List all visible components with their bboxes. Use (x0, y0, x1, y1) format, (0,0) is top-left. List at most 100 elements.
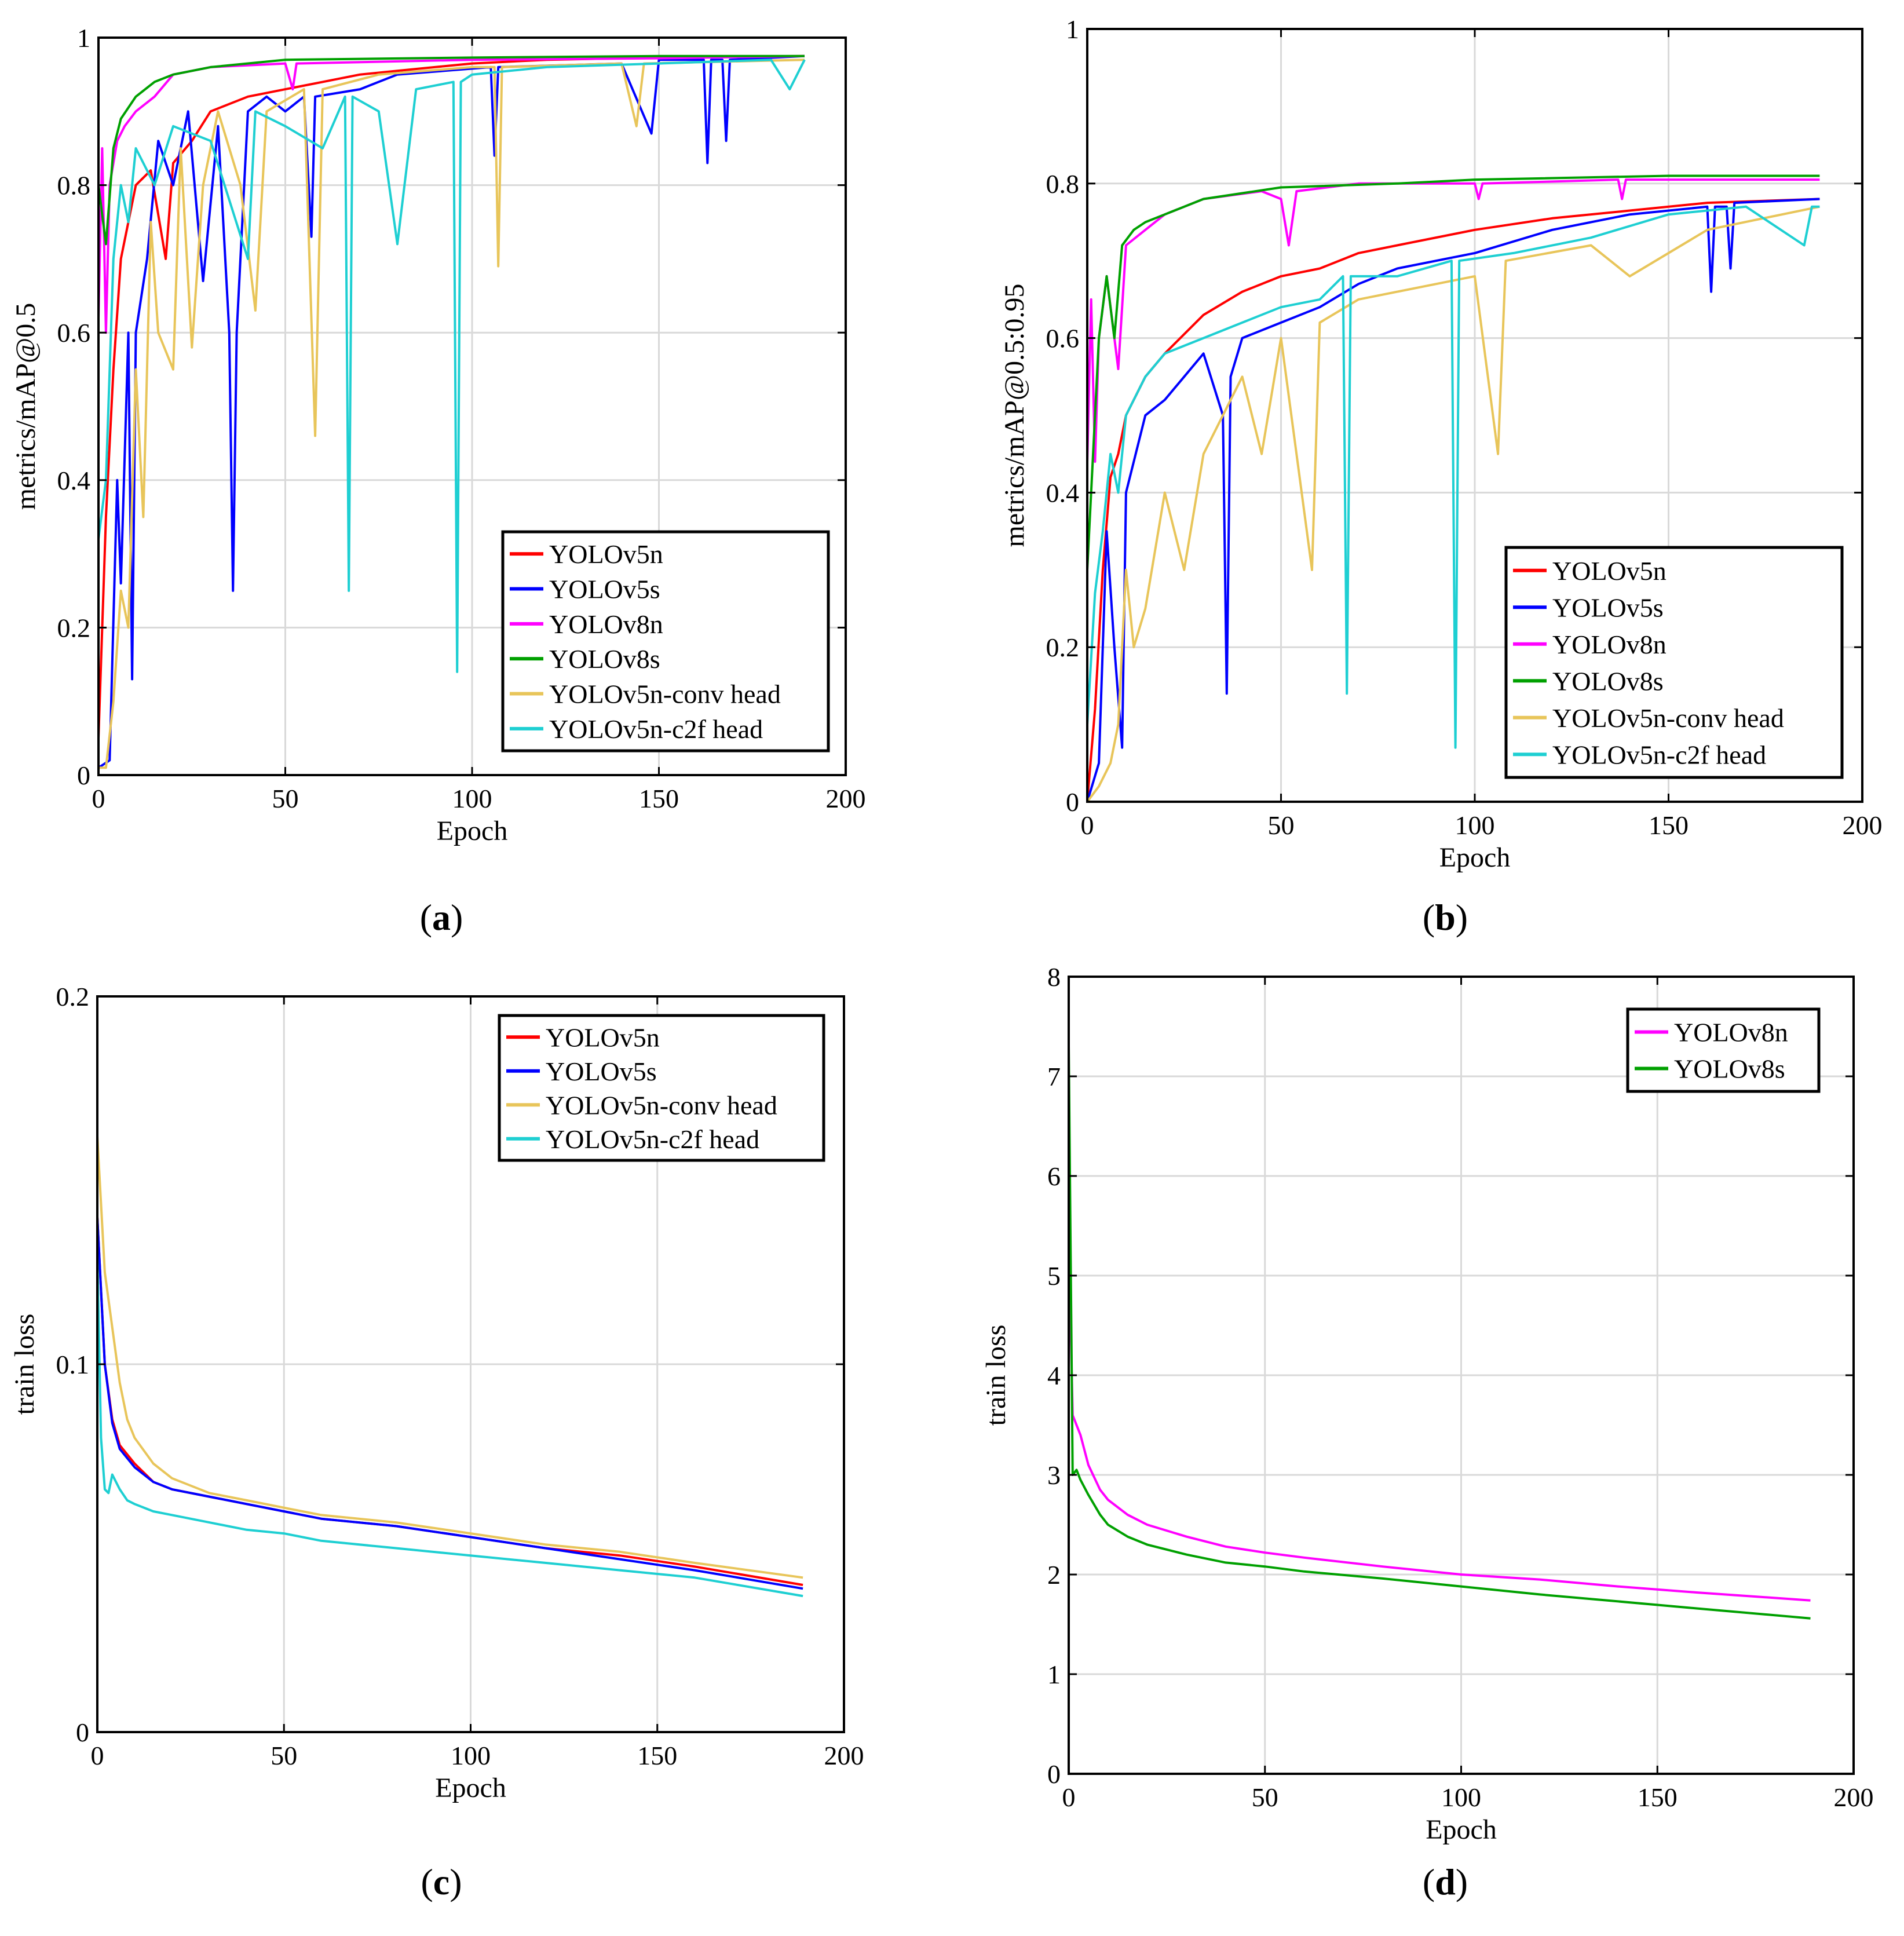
y-tick-label: 0 (76, 1718, 89, 1747)
y-tick-label: 0.6 (57, 318, 91, 348)
x-axis-label: Epoch (437, 816, 508, 846)
legend-label: YOLOv8n (1552, 630, 1667, 659)
legend-box (1504, 546, 1844, 779)
y-tick-label: 0.4 (1046, 478, 1080, 507)
series-line-yolov5n-c2f-head (97, 59, 806, 673)
y-axis-label: train loss (9, 1314, 40, 1415)
y-tick-label: 0.2 (1046, 633, 1080, 662)
panel-caption: (c) (421, 1861, 462, 1902)
y-tick-label: 8 (1047, 962, 1061, 992)
y-axis-label: metrics/mAP@0.5 (10, 303, 41, 510)
series-line-yolov5n-conv-head (1086, 205, 1820, 803)
y-tick-label: 0.4 (57, 466, 91, 495)
legend-label: YOLOv5s (1552, 593, 1664, 622)
y-tick-label: 4 (1047, 1361, 1061, 1390)
y-tick-label: 1 (1066, 14, 1079, 44)
y-axis-label: metrics/mAP@0.5:0.95 (999, 284, 1030, 547)
legend-label: YOLOv5n-c2f head (549, 714, 763, 744)
y-tick-label: 3 (1047, 1460, 1061, 1490)
series-line-yolov8s (1086, 174, 1820, 570)
y-tick-label: 0.2 (56, 982, 90, 1011)
y-tick-label: 0 (1047, 1759, 1061, 1789)
y-tick-label: 7 (1047, 1062, 1061, 1091)
y-tick-label: 0.8 (57, 171, 91, 200)
y-tick-label: 2 (1047, 1560, 1061, 1590)
x-tick-label: 150 (1638, 1782, 1678, 1812)
x-tick-label: 200 (1843, 810, 1883, 840)
panel-caption: (b) (1423, 897, 1468, 938)
y-tick-label: 0 (77, 761, 90, 790)
series-line-yolov5n (97, 54, 805, 739)
x-axis-label: Epoch (1426, 1814, 1497, 1845)
series-line-yolov8n (97, 54, 805, 334)
x-axis-label: Epoch (1439, 842, 1511, 873)
panel-caption: (a) (420, 897, 463, 938)
legend-label: YOLOv5n-c2f head (1552, 740, 1766, 769)
legend-label: YOLOv5n (546, 1022, 660, 1052)
legend: YOLOv5n YOLOv5s YOLOv8n YOLOv8s YOLOv5n-conv… (501, 530, 830, 753)
legend-label: YOLOv8n (1674, 1018, 1788, 1047)
y-tick-label: 1 (1047, 1660, 1061, 1689)
y-tick-label: 0.2 (57, 613, 91, 642)
legend-label: YOLOv8s (1552, 666, 1664, 696)
legend-box (498, 1014, 825, 1162)
y-tick-label: 6 (1047, 1161, 1061, 1191)
x-axis-label: Epoch (435, 1773, 506, 1803)
legend-label: YOLOv5n-conv head (1552, 703, 1784, 733)
series-line-yolov8s (97, 54, 805, 246)
legend: YOLOv5n YOLOv5s YOLOv8n YOLOv8s YOLOv5n-conv… (1504, 546, 1844, 779)
x-tick-label: 50 (1268, 810, 1295, 840)
legend-box (501, 530, 830, 753)
x-tick-label: 50 (272, 784, 299, 813)
x-tick-label: 150 (637, 1741, 677, 1770)
legend: YOLOv5n YOLOv5s YOLOv5n-conv head YOLOv5n-c… (498, 1014, 825, 1162)
legend-label: YOLOv5s (546, 1057, 657, 1086)
series-line-yolov5n-conv-head (98, 59, 805, 769)
x-tick-label: 0 (1081, 810, 1094, 840)
legend-label: YOLOv5s (549, 575, 660, 604)
series-line-yolov8s (1068, 1046, 1811, 1620)
y-tick-label: 1 (77, 23, 90, 53)
x-tick-label: 200 (824, 1741, 864, 1770)
x-tick-label: 0 (1062, 1782, 1076, 1812)
x-tick-label: 150 (1649, 810, 1689, 840)
panel-caption: (d) (1423, 1861, 1468, 1902)
y-axis-label: train loss (981, 1325, 1011, 1426)
y-tick-label: 0.6 (1046, 324, 1080, 353)
legend-label: YOLOv8s (1674, 1054, 1785, 1084)
legend-label: YOLOv8s (549, 644, 660, 674)
legend-label: YOLOv5n-conv head (549, 680, 781, 709)
chart-panel-c: 0 50 100 150 200 0 0.1 0.2 Epoch train loss YOLOv5… (9, 982, 864, 1902)
y-tick-label: 0 (1066, 787, 1079, 817)
series-line-yolov5n (1086, 198, 1820, 802)
legend-label: YOLOv5n-c2f head (546, 1124, 759, 1154)
x-tick-label: 200 (826, 784, 866, 813)
x-tick-label: 50 (271, 1741, 297, 1770)
series-line-yolov5s (96, 1217, 803, 1590)
x-tick-label: 200 (1834, 1782, 1874, 1812)
legend-label: YOLOv5n-conv head (546, 1090, 777, 1120)
legend-box (1626, 1007, 1821, 1093)
x-tick-label: 100 (1441, 1782, 1481, 1812)
legend-label: YOLOv8n (549, 609, 663, 639)
y-tick-label: 0.1 (56, 1350, 90, 1379)
y-tick-label: 0.8 (1046, 169, 1080, 199)
series-line-yolov5n-c2f-head (96, 1254, 803, 1598)
legend-label: YOLOv5n (1552, 556, 1667, 586)
chart-panel-b: 0 50 100 150 200 0 0.2 0.4 0.6 0.8 1 Epoch metrics/m… (999, 14, 1883, 938)
legend-label: YOLOv5n (549, 539, 663, 569)
series-line-yolov8n (1068, 1236, 1811, 1602)
x-tick-label: 100 (452, 784, 492, 813)
series-line-yolov5n-c2f-head (1086, 205, 1820, 749)
chart-panel-d: 0 50 100 150 200 0 1 2 3 4 5 6 7 8 Epoch train loss YOLO… (981, 962, 1874, 1902)
legend: YOLOv8n YOLOv8s (1626, 1007, 1821, 1093)
series-line-yolov5n-conv-head (96, 1136, 803, 1579)
chart-panel-a: 0 50 100 150 200 0 0.2 0.4 0.6 0.8 1 Epoch metrics/m… (10, 23, 866, 938)
series-line-yolov5s (97, 54, 805, 769)
x-tick-label: 50 (1252, 1782, 1278, 1812)
x-tick-label: 150 (639, 784, 679, 813)
x-tick-label: 0 (92, 784, 105, 813)
y-tick-label: 5 (1047, 1261, 1061, 1291)
x-tick-label: 100 (1455, 810, 1495, 840)
